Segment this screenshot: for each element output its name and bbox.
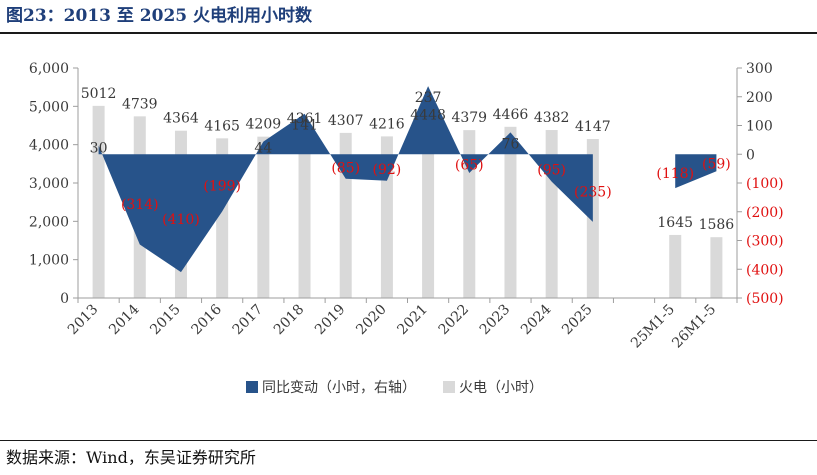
bar-label-4: 4209: [246, 117, 282, 133]
bar-label-2: 4364: [163, 111, 199, 127]
area-label-6: (85): [331, 161, 360, 177]
legend-swatch-bar: [443, 381, 455, 393]
x-tick-label-8: 2021: [394, 302, 431, 339]
bar-label-11: 4382: [534, 110, 570, 126]
top-rule: [0, 32, 817, 34]
legend-label-bar: 火电（小时）: [459, 380, 543, 396]
area-segment-0: [98, 86, 593, 273]
left-tick-label-1: 1,000: [29, 253, 69, 269]
bar-label-8: 4448: [410, 107, 446, 123]
bottom-rule: [0, 440, 817, 441]
area-label-5: 141: [291, 118, 318, 134]
right-tick-label-5: 0: [746, 147, 755, 163]
bar-label-10: 4466: [493, 107, 529, 123]
area-label-14: (118): [656, 166, 694, 182]
x-tick-label-15: 26M1-5: [669, 302, 719, 352]
legend: 同比变动（小时，右轴） 火电（小时）: [246, 380, 543, 396]
x-tick-label-7: 2020: [353, 302, 390, 339]
right-tick-label-7: 200: [746, 90, 773, 106]
bar-10: [504, 126, 517, 298]
bar-label-3: 4165: [204, 118, 240, 134]
left-tick-label-2: 2,000: [29, 214, 69, 230]
bar-label-1: 4739: [122, 96, 158, 112]
area-label-2: (410): [162, 212, 200, 228]
bar-label-15: 1586: [699, 217, 735, 233]
x-tick-label-2: 2015: [147, 302, 184, 339]
area-label-8: 237: [415, 90, 442, 106]
x-tick-label-4: 2017: [230, 302, 267, 339]
bar-5: [298, 130, 311, 298]
area-label-12: (235): [574, 184, 612, 200]
right-tick-label-3: (200): [746, 205, 784, 221]
area-label-7: (92): [373, 162, 402, 178]
left-tick-label-6: 6,000: [29, 61, 69, 77]
bar-label-0: 5012: [81, 86, 117, 102]
bar-15: [710, 237, 723, 298]
legend-swatch-area: [246, 381, 258, 393]
x-tick-label-10: 2023: [477, 302, 514, 339]
x-tick-label-6: 2019: [312, 302, 349, 339]
bar-14: [669, 234, 682, 298]
area-label-0: 30: [90, 140, 108, 156]
source-note: 数据来源：Wind，东吴证券研究所: [6, 448, 256, 467]
area-label-10: 76: [502, 136, 520, 152]
bar-label-5: 4361: [287, 111, 323, 127]
right-tick-label-1: (400): [746, 262, 784, 278]
bar-label-9: 4379: [451, 110, 487, 126]
area-label-4: 44: [254, 140, 272, 156]
x-tick-label-3: 2016: [188, 301, 225, 338]
bar-label-6: 4307: [328, 113, 364, 129]
right-tick-label-6: 100: [746, 119, 773, 135]
bar-8: [422, 127, 435, 298]
chart-title: 图23：2013 至 2025 火电利用小时数: [6, 6, 313, 26]
left-tick-label-3: 3,000: [29, 176, 69, 192]
bar-label-7: 4216: [369, 116, 405, 132]
right-tick-label-2: (300): [746, 234, 784, 250]
bar-0: [92, 105, 105, 298]
left-tick-label-0: 0: [60, 291, 69, 307]
right-tick-label-8: 300: [746, 61, 773, 77]
x-tick-label-12: 2025: [559, 302, 596, 339]
x-tick-label-9: 2022: [436, 302, 473, 339]
x-tick-label-5: 2018: [271, 302, 308, 339]
bar-4: [257, 136, 270, 298]
area-label-1: (314): [121, 197, 159, 213]
right-tick-label-4: (100): [746, 176, 784, 192]
area-label-3: (199): [203, 179, 241, 195]
x-tick-label-0: 2013: [65, 302, 102, 339]
x-tick-label-14: 25M1-5: [628, 302, 678, 352]
left-tick-label-5: 5,000: [29, 99, 69, 115]
area-label-9: (65): [455, 158, 484, 174]
bar-label-12: 4147: [575, 119, 611, 135]
left-tick-label-4: 4,000: [29, 138, 69, 154]
bar-9: [463, 130, 476, 298]
bar-label-14: 1645: [657, 215, 693, 231]
chart: 0 1,000 2,000 3,000 4,000 5,000 6,000 (500) (400…: [29, 61, 784, 396]
legend-label-area: 同比变动（小时，右轴）: [262, 380, 416, 396]
area-label-11: (95): [537, 162, 566, 178]
x-tick-label-1: 2014: [106, 301, 143, 338]
x-tick-label-11: 2024: [518, 301, 555, 338]
area-label-15: (59): [702, 157, 731, 173]
right-tick-label-0: (500): [746, 291, 784, 307]
area-segment-1: [675, 154, 717, 189]
